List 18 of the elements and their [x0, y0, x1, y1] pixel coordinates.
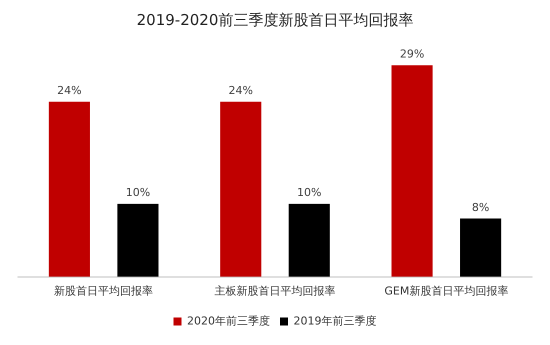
- bar: [117, 204, 158, 277]
- data-label: 29%: [400, 48, 424, 61]
- data-label: 8%: [472, 200, 490, 214]
- data-label: 10%: [297, 186, 322, 200]
- data-label: 24%: [228, 84, 253, 98]
- bar: [288, 204, 330, 277]
- bar: [460, 218, 502, 277]
- x-tick-label: GEM新股首日平均回报率: [384, 284, 508, 298]
- bar: [392, 65, 433, 277]
- legend-label: 2019年前三季度: [294, 314, 376, 328]
- data-label: 10%: [126, 186, 150, 200]
- chart-title: 2019-2020前三季度新股首日平均回报率: [136, 10, 414, 29]
- data-label: 24%: [57, 84, 82, 98]
- bar: [220, 102, 262, 277]
- x-tick-label: 主板新股首日平均回报率: [214, 284, 336, 298]
- bar: [48, 102, 90, 277]
- legend-label: 2020年前三季度: [187, 314, 270, 328]
- x-tick-label: 新股首日平均回报率: [54, 284, 154, 298]
